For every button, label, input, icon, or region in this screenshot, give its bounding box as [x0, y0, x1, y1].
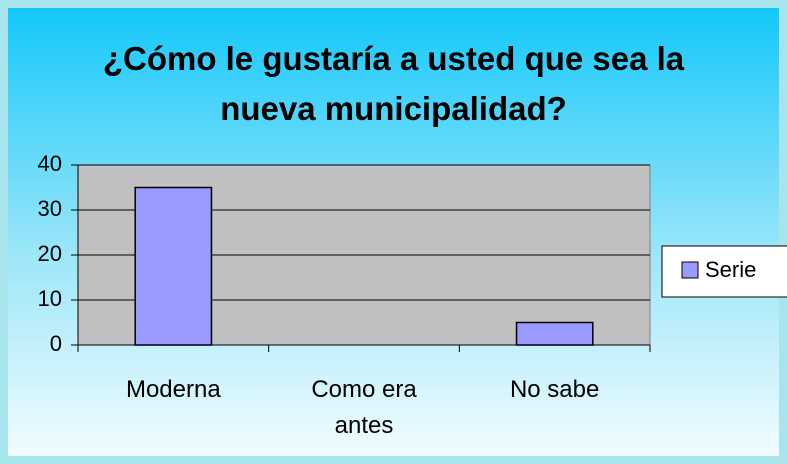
legend-label: Serie [705, 257, 756, 282]
bar [134, 186, 213, 346]
y-tick-label: 20 [38, 241, 62, 266]
x-tick-label: No sabe [509, 376, 600, 403]
y-tick-label: 10 [38, 286, 62, 311]
y-tick-label: 30 [38, 196, 62, 221]
x-tick-label: Moderna [125, 376, 221, 403]
legend-swatch [681, 261, 699, 279]
chart-title: ¿Cómo le gustaría a usted que sea la nue… [102, 40, 685, 127]
bar [515, 321, 594, 346]
y-tick-label: 40 [38, 151, 62, 176]
x-tick-label: Como era antes [311, 376, 417, 439]
y-tick-label: 0 [50, 331, 62, 356]
